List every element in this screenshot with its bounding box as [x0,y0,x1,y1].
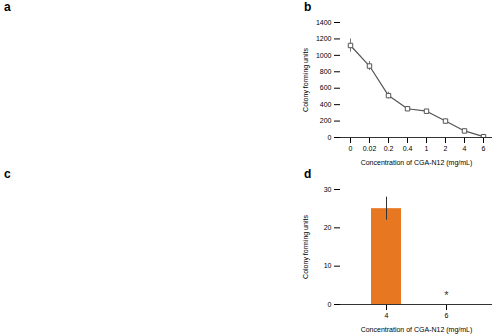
svg-text:1400: 1400 [316,19,332,26]
svg-text:*: * [444,289,449,301]
svg-text:Concentration of CGA-N12 (mg/m: Concentration of CGA-N12 (mg/mL) [361,326,473,334]
svg-text:4: 4 [385,312,389,319]
svg-text:Colony forming units: Colony forming units [302,48,310,112]
svg-text:0.4: 0.4 [403,145,413,152]
svg-text:6: 6 [445,312,449,319]
svg-text:20: 20 [324,224,332,231]
svg-text:Concentration of CGA-N12 (mg/m: Concentration of CGA-N12 (mg/mL) [361,159,473,167]
html-text:b: b [304,0,312,14]
svg-text:0.2: 0.2 [384,145,394,152]
svg-text:4: 4 [463,145,467,152]
svg-text:2: 2 [444,145,448,152]
svg-text:1000: 1000 [316,52,332,59]
svg-text:400: 400 [320,101,332,108]
svg-text:800: 800 [320,68,332,75]
svg-text:200: 200 [320,117,332,124]
svg-text:0: 0 [328,134,332,141]
svg-text:6: 6 [482,145,486,152]
svg-text:1200: 1200 [316,35,332,42]
svg-text:30: 30 [324,186,332,193]
svg-text:Colony forming units: Colony forming units [302,215,310,279]
html-text:a: a [4,0,11,14]
svg-text:0: 0 [328,301,332,308]
html-text:c: c [4,167,11,181]
svg-text:1: 1 [425,145,429,152]
svg-text:0.02: 0.02 [363,145,377,152]
svg-text:0: 0 [349,145,353,152]
html-text:d: d [304,167,312,181]
svg-text:600: 600 [320,84,332,91]
svg-text:10: 10 [324,262,332,269]
